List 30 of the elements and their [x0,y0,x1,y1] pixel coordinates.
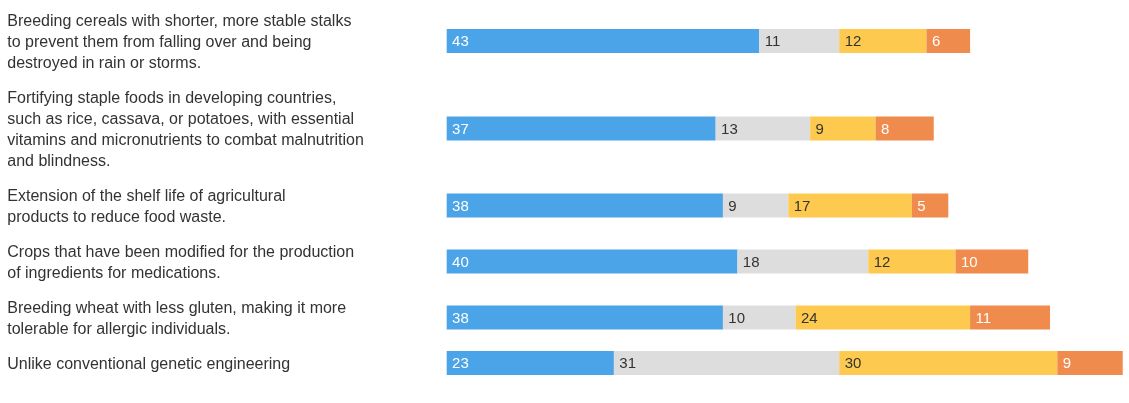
y-tick-label: Fortifying staple foods in developing countries, such as rice, cassava, or potatoes, with essential vitamins and micronutrients to combat malnutrition and blindness. [7,88,364,169]
data-label: 40 [452,252,469,270]
data-label: 5 [917,196,926,214]
data-label: 38 [452,308,469,326]
data-label: 6 [931,32,941,49]
data-label: 37 [452,119,469,137]
y-tick-label: Extension of the shelf life of agricultural products to reduce food waste. [7,186,286,225]
y-tick-label: Breeding wheat with less gluten, making it more tolerable for allergic individuals. [7,298,347,337]
data-label: 9 [1062,354,1072,371]
data-label: 43 [452,32,469,49]
data-label: 38 [452,196,469,214]
data-label: 12 [844,32,862,49]
data-label: 11 [975,308,992,326]
y-tick-label: Breeding cereals with shorter, more stable stalks to prevent them from falling over and being destroyed in rain or storms. [7,11,352,71]
data-label: 9 [815,119,824,137]
y-tick-label: Crops that have been modified for the production of ingredients for medications. [7,242,355,281]
data-label: 10 [960,252,978,270]
y-tick-label: Unlike conventional genetic engineering [7,354,291,372]
data-label: 11 [764,32,781,49]
data-label: 24 [801,308,818,326]
data-label: 9 [728,196,737,214]
data-label: 8 [880,119,890,137]
data-label: 31 [619,354,636,371]
data-label: 23 [452,354,469,371]
data-label: 17 [793,196,811,214]
data-label: 18 [742,252,760,270]
data-label: 12 [873,252,891,270]
data-label: 30 [844,354,862,371]
data-label: 10 [728,308,746,326]
data-label: 13 [721,119,738,137]
